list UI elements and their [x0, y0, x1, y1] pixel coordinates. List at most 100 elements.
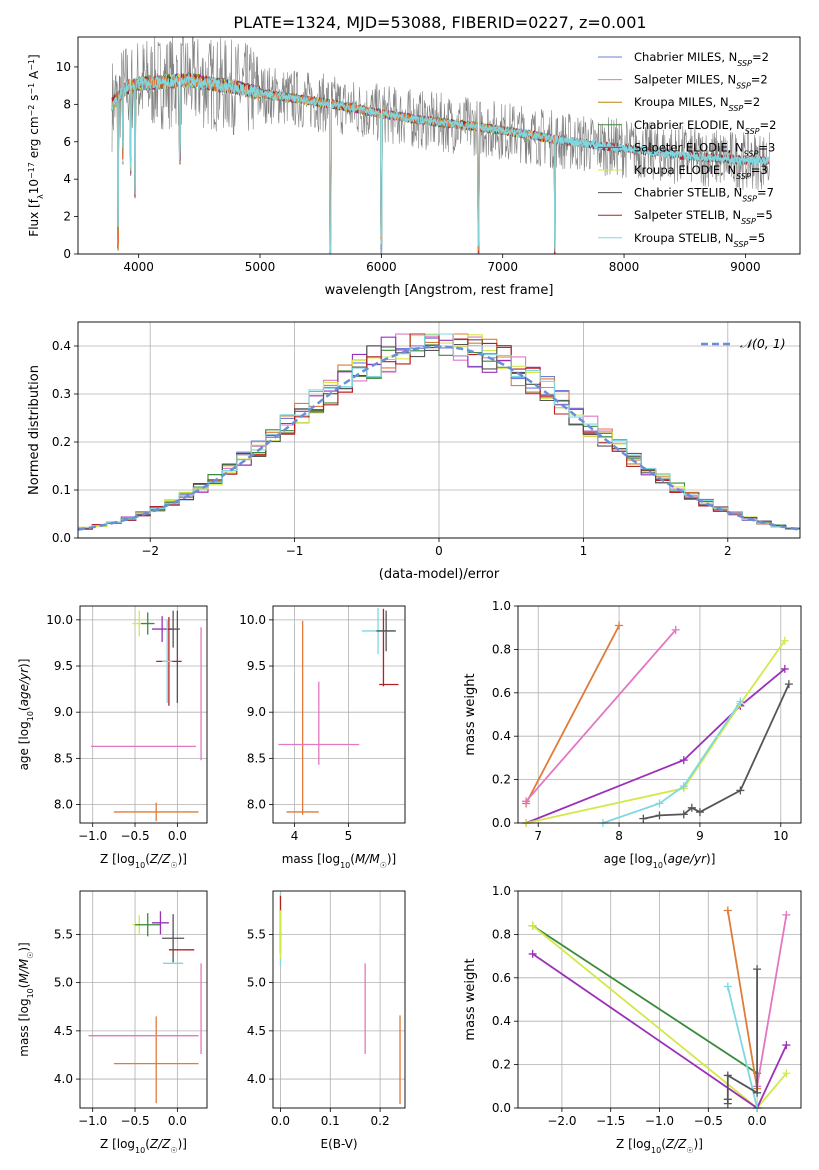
- x-axis-label: age [log10(age/yr)]: [604, 852, 716, 870]
- data-point-marker: [736, 697, 745, 706]
- legend-label-part: SSP: [744, 149, 759, 158]
- data-point-marker: [655, 799, 664, 808]
- y-tick-label: 0.1: [52, 483, 71, 497]
- data-point-marker: [679, 756, 688, 765]
- label-part: 10: [27, 179, 41, 194]
- y-tick-label: 10: [56, 60, 71, 74]
- data-point-marker: [736, 786, 745, 795]
- y-tick-label: 0.6: [492, 686, 511, 700]
- legend-label: 𝒩(0, 1): [740, 336, 786, 351]
- plots-layer: 4000 5000 6000 7000 8000 90000246810Chabrier …: [17, 36, 802, 1155]
- x-tick-label: 9000: [730, 260, 761, 274]
- legend-label-part: =2: [752, 50, 769, 64]
- y-tick-label: 0.4: [492, 729, 511, 743]
- label-part: −1: [27, 59, 36, 71]
- label-part: (: [663, 852, 668, 866]
- axes-frame: [79, 605, 208, 824]
- legend-label-part: SSP: [736, 81, 751, 90]
- legend-label-part: Kroupa STELIB, N: [634, 231, 734, 245]
- label-part: Z [log: [100, 1137, 135, 1151]
- label-part: 10: [26, 711, 35, 721]
- mass_vs_Z-panel: −1.0 −0.5 0.04.04.55.05.5Z [log10(Z/Z☉)]ma…: [17, 890, 208, 1155]
- series-line: [602, 700, 742, 824]
- legend-label-part: SSP: [736, 172, 751, 181]
- label-part: s: [27, 95, 41, 105]
- legend-label-part: =7: [757, 186, 774, 200]
- label-part: Z [log: [100, 852, 135, 866]
- label-part: (: [661, 1137, 666, 1151]
- axes-frame: [517, 605, 802, 824]
- data-point-marker: [782, 1041, 791, 1050]
- y-tick-label: 0.8: [492, 642, 511, 656]
- label-part: A: [27, 70, 41, 83]
- y-tick-label: 0.0: [52, 531, 71, 545]
- label-part: 10: [135, 861, 145, 870]
- series-line: [756, 914, 788, 1087]
- data-point-marker: [782, 910, 791, 919]
- label-part: Z [log: [616, 1137, 651, 1151]
- legend-label: Kroupa STELIB, NSSP=5: [634, 231, 765, 249]
- legend-label-part: =5: [756, 208, 773, 222]
- y-tick-label: 1.0: [492, 884, 511, 898]
- label-part: −17: [27, 162, 36, 179]
- y-tick-label: 4: [63, 172, 71, 186]
- x-tick-label: 8000: [609, 260, 640, 274]
- x-tick-label: 0.0: [168, 829, 187, 843]
- series-line: [525, 629, 677, 802]
- y-tick-label: 0.0: [492, 816, 511, 830]
- x-tick-label: 6000: [366, 260, 397, 274]
- data-point-marker: [655, 811, 664, 820]
- legend-label-part: Kroupa MILES, N: [634, 95, 729, 109]
- label-part: mass [log: [17, 998, 31, 1056]
- label-part: )]: [694, 1137, 703, 1151]
- data-point-marker: [687, 803, 696, 812]
- x-tick-label: −2.0: [547, 1114, 576, 1128]
- series-line: [726, 986, 758, 1109]
- x-tick-label: 7: [534, 829, 542, 843]
- y-tick-label: 0.6: [492, 971, 511, 985]
- label-part: (: [17, 984, 31, 989]
- residuals-panel: −2 −1 0 1 2 0.0 0.1 0.2 0.3 0.4 𝒩(0, 1) (data-model…: [27, 321, 801, 582]
- data-point-marker: [522, 797, 531, 806]
- data-point-marker: [528, 921, 537, 930]
- data-point-marker: [723, 982, 732, 991]
- label-part: mass [log: [282, 852, 340, 866]
- data-point-marker: [723, 906, 732, 915]
- spectrum-data-line: [111, 37, 770, 254]
- label-part: M/M: [355, 852, 380, 866]
- x-tick-label: −0.5: [120, 829, 149, 843]
- y-axis-label: mass [log10(M/M☉)]: [17, 942, 35, 1057]
- label-part: ]: [27, 54, 41, 59]
- data-point-marker: [528, 949, 537, 958]
- x-tick-label: 10: [773, 829, 788, 843]
- axes-frame: [77, 36, 801, 255]
- data-point-marker: [723, 1095, 732, 1104]
- y-tick-label: 6: [63, 135, 71, 149]
- y-tick-label: 8.5: [247, 751, 266, 765]
- legend-label-part: SSP: [745, 126, 760, 135]
- label-part: λ: [36, 194, 45, 199]
- series-line: [525, 625, 620, 804]
- data-point-marker: [723, 1071, 732, 1080]
- data-point-marker: [780, 664, 789, 673]
- y-tick-label: 8.0: [247, 798, 266, 812]
- legend-label-part: SSP: [734, 239, 749, 248]
- y-tick-label: 0.4: [492, 1014, 511, 1028]
- x-tick-label: −1.5: [596, 1114, 625, 1128]
- label-part: M/M: [17, 958, 31, 983]
- y-tick-label: 10.0: [46, 613, 73, 627]
- legend-label-part: =2: [751, 73, 768, 87]
- y-axis-label: mass weight: [463, 958, 478, 1040]
- spectrum-panel: 4000 5000 6000 7000 8000 9000 0 2 4 6 8 10 Chabrier …: [27, 36, 801, 298]
- y-tick-label: 0: [63, 247, 71, 261]
- label-part: Z/Z: [665, 1137, 687, 1151]
- label-part: 10: [340, 861, 350, 870]
- axes-frame: [272, 890, 406, 1109]
- figure-title: PLATE=1324, MJD=53088, FIBERID=0227, z=0…: [233, 13, 646, 32]
- legend-label: Salpeter ELODIE, NSSP=3: [634, 140, 775, 158]
- x-tick-label: 9: [696, 829, 704, 843]
- y-tick-label: 5.0: [54, 976, 73, 990]
- label-part: 10: [653, 861, 663, 870]
- label-part: age/yr: [668, 852, 707, 866]
- label-part: ☉: [170, 861, 177, 870]
